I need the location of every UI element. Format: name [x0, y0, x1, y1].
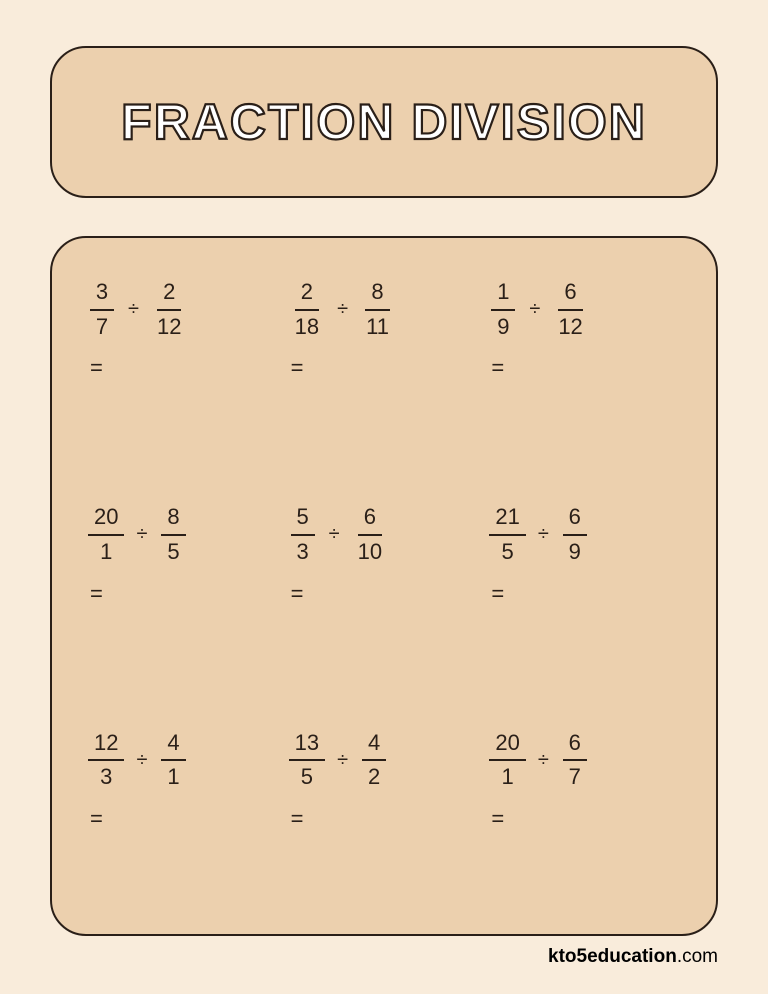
numerator: 8 [161, 503, 185, 536]
fraction-b: 2 12 [151, 278, 187, 341]
denominator: 11 [360, 311, 395, 342]
problem-2: 2 18 ÷ 8 11 = [289, 278, 480, 453]
denominator: 1 [94, 536, 118, 567]
numerator: 20 [88, 503, 124, 536]
problem-8: 13 5 ÷ 4 2 = [289, 729, 480, 904]
problem-expr: 2 18 ÷ 8 11 [289, 278, 480, 341]
divide-icon: ÷ [126, 298, 141, 321]
fraction-b: 8 5 [159, 503, 187, 566]
equals-sign: = [88, 355, 279, 381]
equals-sign: = [88, 581, 279, 607]
fraction-b: 8 11 [360, 278, 395, 341]
problems-panel: 3 7 ÷ 2 12 = 2 18 ÷ 8 11 [50, 236, 718, 936]
problem-expr: 3 7 ÷ 2 12 [88, 278, 279, 341]
fraction-b: 4 2 [360, 729, 388, 792]
equals-sign: = [489, 355, 680, 381]
fraction-b: 4 1 [159, 729, 187, 792]
numerator: 6 [558, 278, 582, 311]
numerator: 8 [365, 278, 389, 311]
divide-icon: ÷ [335, 298, 350, 321]
fraction-a: 2 18 [289, 278, 325, 341]
equals-sign: = [489, 581, 680, 607]
worksheet-title: FRACTION DIVISION [121, 93, 647, 151]
equals-sign: = [289, 355, 480, 381]
numerator: 4 [362, 729, 386, 762]
problem-6: 21 5 ÷ 6 9 = [489, 503, 680, 678]
denominator: 3 [94, 761, 118, 792]
divide-icon: ÷ [134, 749, 149, 772]
denominator: 12 [552, 311, 588, 342]
numerator: 3 [90, 278, 114, 311]
numerator: 6 [358, 503, 382, 536]
fraction-a: 20 1 [489, 729, 525, 792]
denominator: 7 [563, 761, 587, 792]
problem-3: 1 9 ÷ 6 12 = [489, 278, 680, 453]
problem-4: 20 1 ÷ 8 5 = [88, 503, 279, 678]
denominator: 1 [161, 761, 185, 792]
denominator: 9 [563, 536, 587, 567]
problem-expr: 20 1 ÷ 8 5 [88, 503, 279, 566]
fraction-a: 20 1 [88, 503, 124, 566]
fraction-a: 21 5 [489, 503, 525, 566]
problem-7: 12 3 ÷ 4 1 = [88, 729, 279, 904]
problem-9: 20 1 ÷ 6 7 = [489, 729, 680, 904]
numerator: 6 [563, 503, 587, 536]
numerator: 21 [489, 503, 525, 536]
equals-sign: = [289, 806, 480, 832]
problem-expr: 13 5 ÷ 4 2 [289, 729, 480, 792]
numerator: 1 [491, 278, 515, 311]
title-panel: FRACTION DIVISION [50, 46, 718, 198]
denominator: 5 [495, 536, 519, 567]
problem-expr: 20 1 ÷ 6 7 [489, 729, 680, 792]
divide-icon: ÷ [536, 523, 551, 546]
denominator: 5 [295, 761, 319, 792]
fraction-a: 5 3 [289, 503, 317, 566]
fraction-b: 6 12 [552, 278, 588, 341]
fraction-a: 13 5 [289, 729, 325, 792]
equals-sign: = [489, 806, 680, 832]
equals-sign: = [88, 806, 279, 832]
fraction-b: 6 10 [352, 503, 388, 566]
divide-icon: ÷ [335, 749, 350, 772]
numerator: 13 [289, 729, 325, 762]
denominator: 9 [491, 311, 515, 342]
numerator: 6 [563, 729, 587, 762]
numerator: 12 [88, 729, 124, 762]
denominator: 12 [151, 311, 187, 342]
problem-1: 3 7 ÷ 2 12 = [88, 278, 279, 453]
numerator: 20 [489, 729, 525, 762]
denominator: 3 [291, 536, 315, 567]
denominator: 5 [161, 536, 185, 567]
fraction-a: 3 7 [88, 278, 116, 341]
divide-icon: ÷ [527, 298, 542, 321]
footer-domain: .com [677, 946, 718, 967]
problem-expr: 5 3 ÷ 6 10 [289, 503, 480, 566]
equals-sign: = [289, 581, 480, 607]
fraction-a: 1 9 [489, 278, 517, 341]
denominator: 18 [289, 311, 325, 342]
problem-5: 5 3 ÷ 6 10 = [289, 503, 480, 678]
footer-attribution: kto5education.com [548, 946, 718, 968]
divide-icon: ÷ [134, 523, 149, 546]
problem-expr: 12 3 ÷ 4 1 [88, 729, 279, 792]
numerator: 2 [157, 278, 181, 311]
footer-brand: kto5education [548, 946, 677, 967]
divide-icon: ÷ [536, 749, 551, 772]
denominator: 10 [352, 536, 388, 567]
fraction-b: 6 9 [561, 503, 589, 566]
problem-expr: 1 9 ÷ 6 12 [489, 278, 680, 341]
denominator: 1 [495, 761, 519, 792]
problems-grid: 3 7 ÷ 2 12 = 2 18 ÷ 8 11 [88, 278, 680, 904]
numerator: 4 [161, 729, 185, 762]
denominator: 2 [362, 761, 386, 792]
numerator: 5 [291, 503, 315, 536]
problem-expr: 21 5 ÷ 6 9 [489, 503, 680, 566]
numerator: 2 [295, 278, 319, 311]
divide-icon: ÷ [327, 523, 342, 546]
denominator: 7 [90, 311, 114, 342]
fraction-a: 12 3 [88, 729, 124, 792]
fraction-b: 6 7 [561, 729, 589, 792]
